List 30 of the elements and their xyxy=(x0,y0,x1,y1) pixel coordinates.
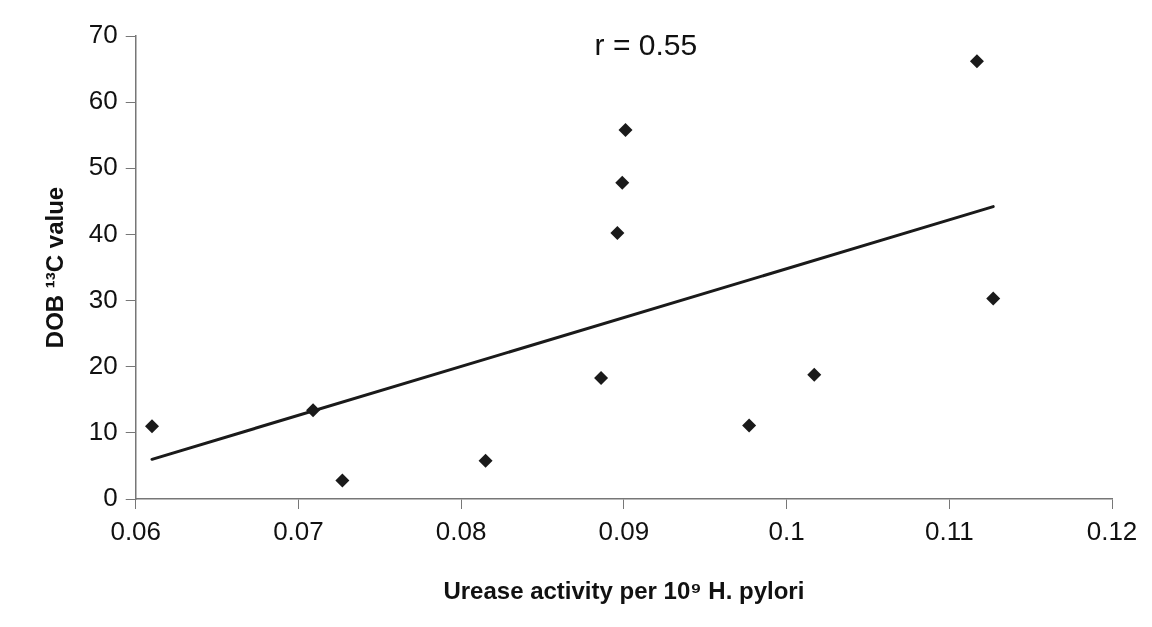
y-tick-label: 0 xyxy=(103,482,118,513)
point xyxy=(986,291,1001,306)
point xyxy=(969,54,984,69)
point xyxy=(807,367,822,382)
y-tick-label: 40 xyxy=(88,217,118,248)
x-tick-label: 0.07 xyxy=(273,515,324,546)
point xyxy=(618,122,633,137)
point xyxy=(144,419,159,434)
point xyxy=(306,403,321,418)
point xyxy=(478,453,493,468)
y-tick-label: 70 xyxy=(88,19,118,50)
x-tick-label: 0.08 xyxy=(435,515,487,546)
point xyxy=(335,473,350,488)
x-tick-label: 0.11 xyxy=(924,515,974,546)
point xyxy=(742,418,757,433)
point xyxy=(615,175,630,190)
x-tick-label: 0.09 xyxy=(598,515,650,546)
annotation: r = 0.55 xyxy=(594,28,698,62)
x-tick-label: 0.1 xyxy=(768,515,805,546)
y-tick-label: 60 xyxy=(88,85,118,116)
y-axis-title: DOB ¹³C value xyxy=(41,186,69,349)
point xyxy=(594,370,609,385)
x-axis-title: Urease activity per 10⁹ H. pylori xyxy=(443,577,805,605)
x-tick-label: 0.06 xyxy=(110,515,162,546)
y-tick-label: 50 xyxy=(88,151,118,182)
point xyxy=(610,226,625,241)
y-tick-label: 10 xyxy=(88,416,118,447)
x-tick-label: 0.12 xyxy=(1086,515,1138,546)
y-tick-label: 20 xyxy=(88,349,118,380)
y-tick-label: 30 xyxy=(88,283,118,314)
